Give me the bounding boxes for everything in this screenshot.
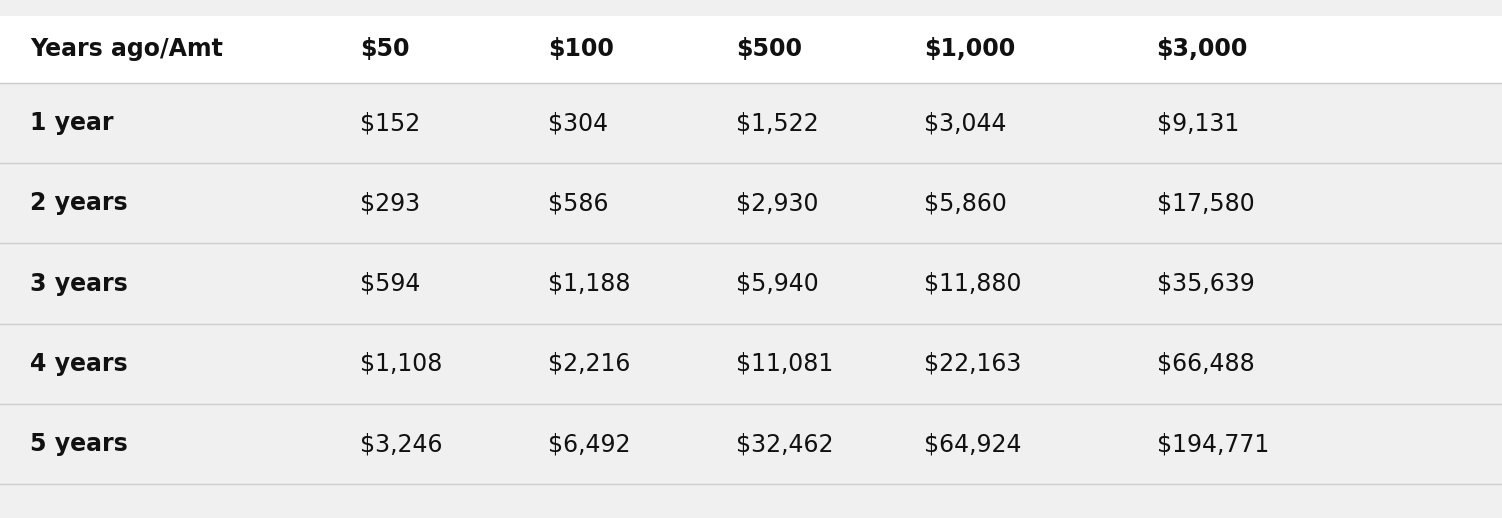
Bar [0, 324, 1502, 404]
Text: $3,000: $3,000 [1157, 37, 1248, 61]
Text: $594: $594 [360, 271, 421, 296]
Text: $22,163: $22,163 [924, 352, 1021, 376]
Text: $5,860: $5,860 [924, 191, 1006, 215]
Text: $1,000: $1,000 [924, 37, 1015, 61]
Text: $11,880: $11,880 [924, 271, 1021, 296]
Text: $152: $152 [360, 111, 421, 135]
Text: $32,462: $32,462 [736, 432, 834, 456]
Text: $6,492: $6,492 [548, 432, 631, 456]
Text: $2,930: $2,930 [736, 191, 819, 215]
Text: 4 years: 4 years [30, 352, 128, 376]
Text: $35,639: $35,639 [1157, 271, 1254, 296]
Text: $50: $50 [360, 37, 410, 61]
Text: Years ago/Amt: Years ago/Amt [30, 37, 222, 61]
Text: $66,488: $66,488 [1157, 352, 1254, 376]
Text: 5 years: 5 years [30, 432, 128, 456]
Text: $304: $304 [548, 111, 608, 135]
Text: $1,188: $1,188 [548, 271, 631, 296]
Text: $100: $100 [548, 37, 614, 61]
Text: $9,131: $9,131 [1157, 111, 1239, 135]
Text: $500: $500 [736, 37, 802, 61]
Text: $64,924: $64,924 [924, 432, 1021, 456]
Text: 1 year: 1 year [30, 111, 114, 135]
Text: 3 years: 3 years [30, 271, 128, 296]
Text: $11,081: $11,081 [736, 352, 834, 376]
Text: $3,044: $3,044 [924, 111, 1006, 135]
Bar [0, 16, 1502, 83]
Bar [0, 83, 1502, 163]
Text: $5,940: $5,940 [736, 271, 819, 296]
Text: $194,771: $194,771 [1157, 432, 1269, 456]
Bar [0, 404, 1502, 484]
Text: $586: $586 [548, 191, 608, 215]
Text: $3,246: $3,246 [360, 432, 443, 456]
Text: 2 years: 2 years [30, 191, 128, 215]
Text: $1,522: $1,522 [736, 111, 819, 135]
Text: $1,108: $1,108 [360, 352, 443, 376]
Text: $293: $293 [360, 191, 421, 215]
Bar [0, 163, 1502, 243]
Text: $2,216: $2,216 [548, 352, 631, 376]
Bar [0, 243, 1502, 324]
Text: $17,580: $17,580 [1157, 191, 1254, 215]
